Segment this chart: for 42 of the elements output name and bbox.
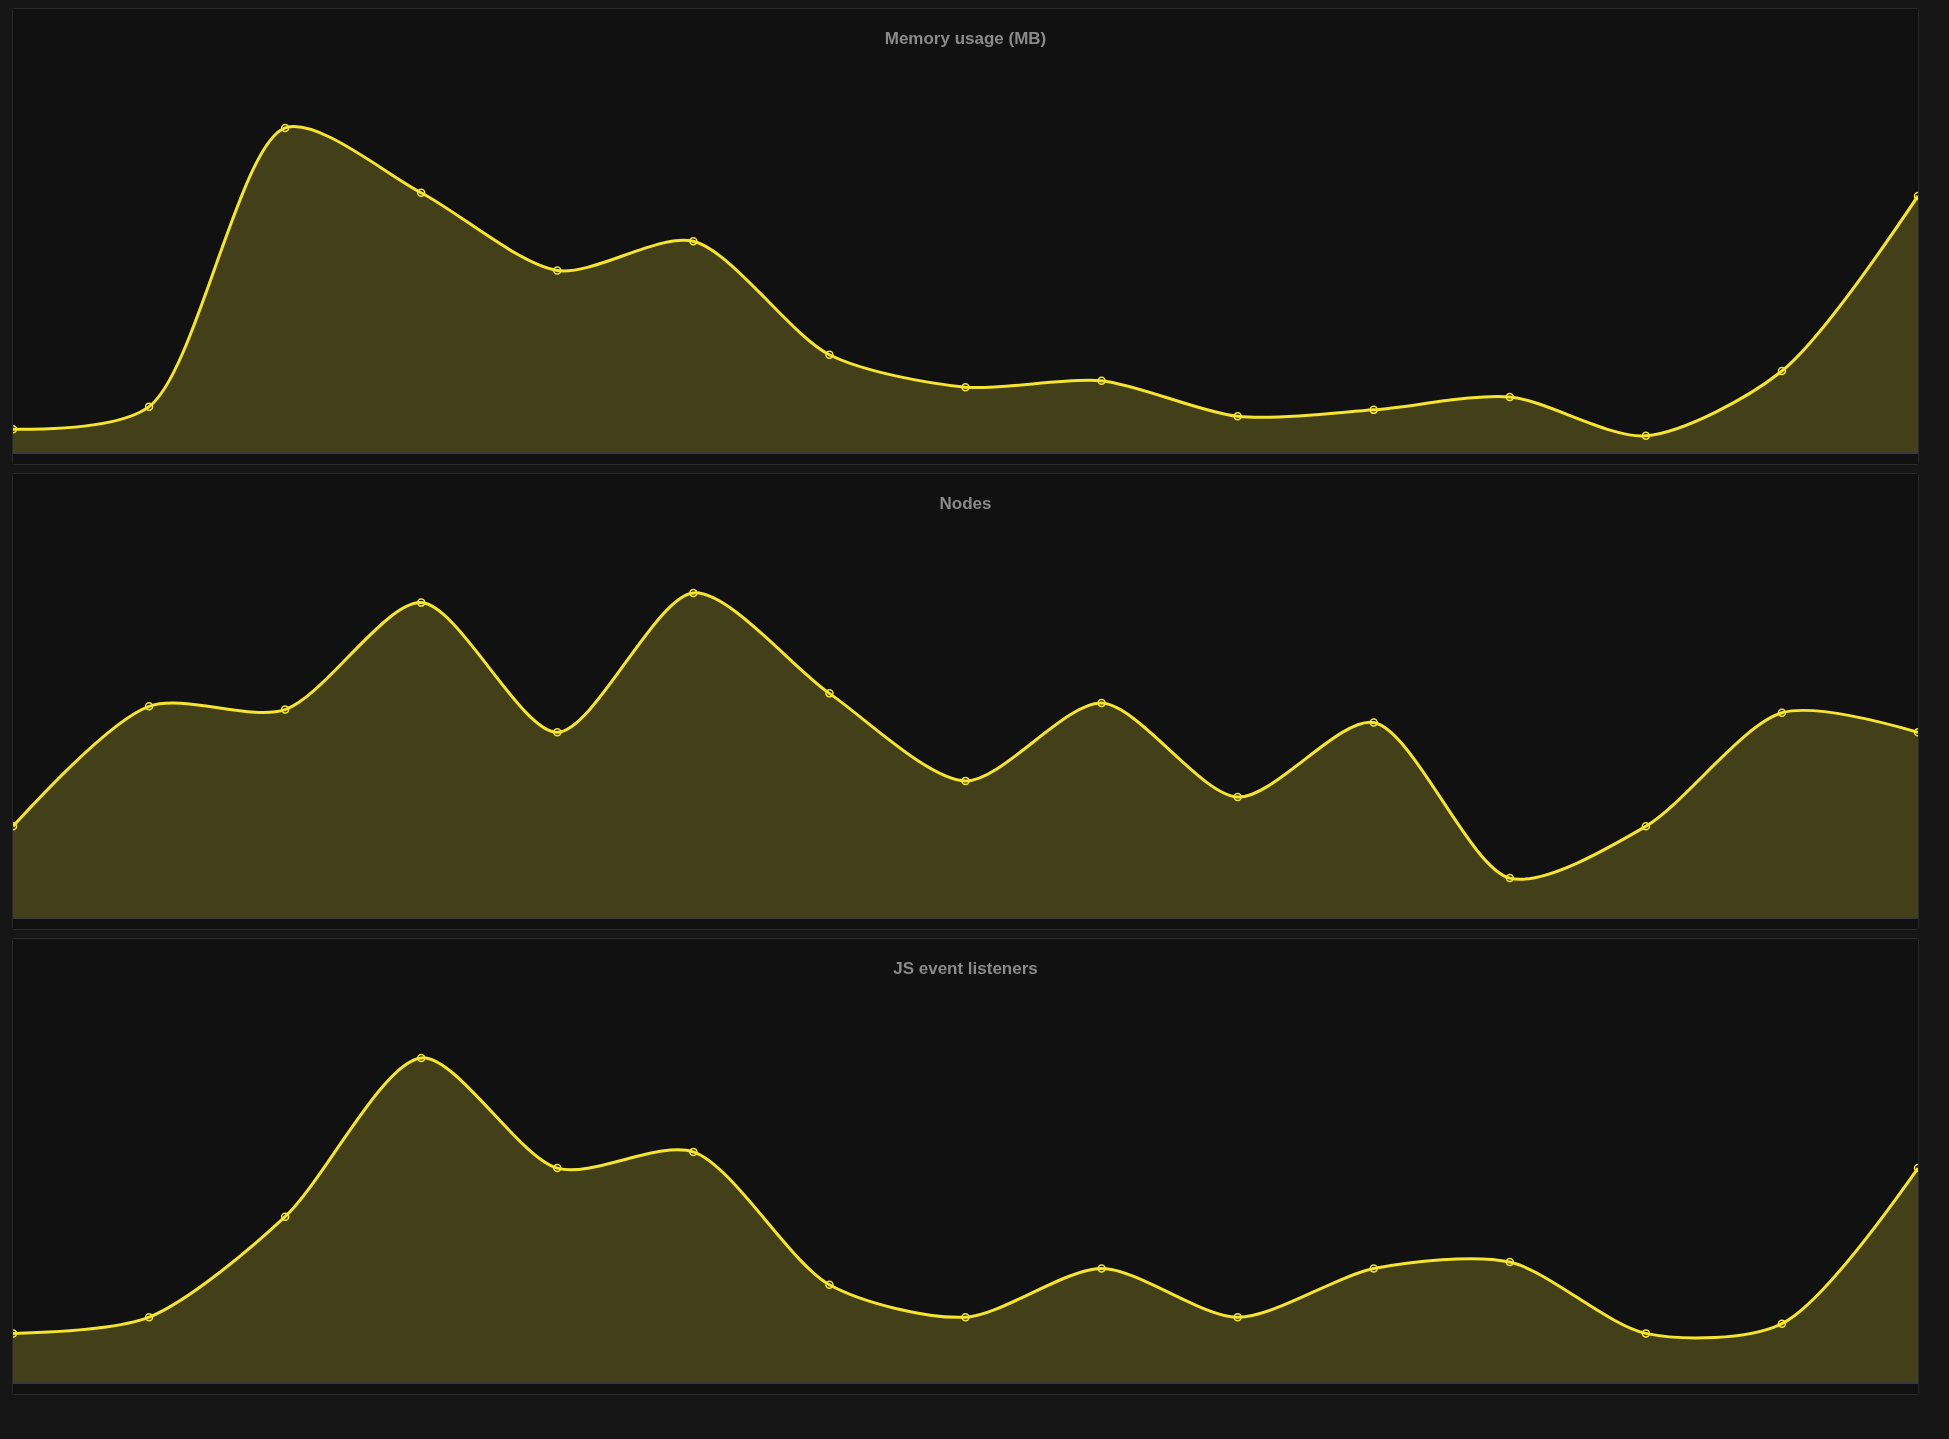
- point: [1641, 1329, 1651, 1338]
- point: [1097, 698, 1106, 708]
- point: [1505, 873, 1515, 883]
- point: [144, 702, 154, 711]
- chart-title: Nodes: [939, 493, 992, 513]
- point: [280, 705, 290, 714]
- point: [1369, 718, 1378, 727]
- point: [825, 689, 834, 698]
- point: [416, 1053, 426, 1063]
- point: [1777, 1319, 1787, 1328]
- point: [416, 598, 426, 607]
- point: [1505, 392, 1515, 402]
- point: [1505, 1257, 1515, 1267]
- point: [825, 1280, 834, 1290]
- point: [1641, 822, 1651, 831]
- point: [1777, 366, 1787, 376]
- point: [1097, 376, 1106, 385]
- point: [280, 123, 290, 133]
- point: [1233, 412, 1242, 421]
- point: [689, 588, 698, 598]
- point: [553, 266, 562, 275]
- point: [961, 1312, 970, 1322]
- point: [1777, 708, 1787, 718]
- point: [1369, 405, 1378, 415]
- point: [144, 402, 154, 411]
- point: [961, 776, 970, 786]
- point: [1233, 792, 1242, 802]
- point: [689, 237, 698, 246]
- point: [1369, 1264, 1378, 1273]
- point: [1233, 1312, 1242, 1322]
- point: [553, 728, 562, 737]
- point: [144, 1312, 154, 1322]
- point: [689, 1147, 698, 1157]
- point: [280, 1212, 290, 1221]
- chart-title: Memory usage (MB): [884, 28, 1047, 48]
- point: [961, 382, 970, 392]
- point: [825, 350, 834, 360]
- point: [416, 188, 426, 197]
- chart-title: JS event listeners: [893, 958, 1038, 978]
- point: [1641, 431, 1651, 441]
- point: [553, 1163, 562, 1173]
- point: [1097, 1264, 1106, 1273]
